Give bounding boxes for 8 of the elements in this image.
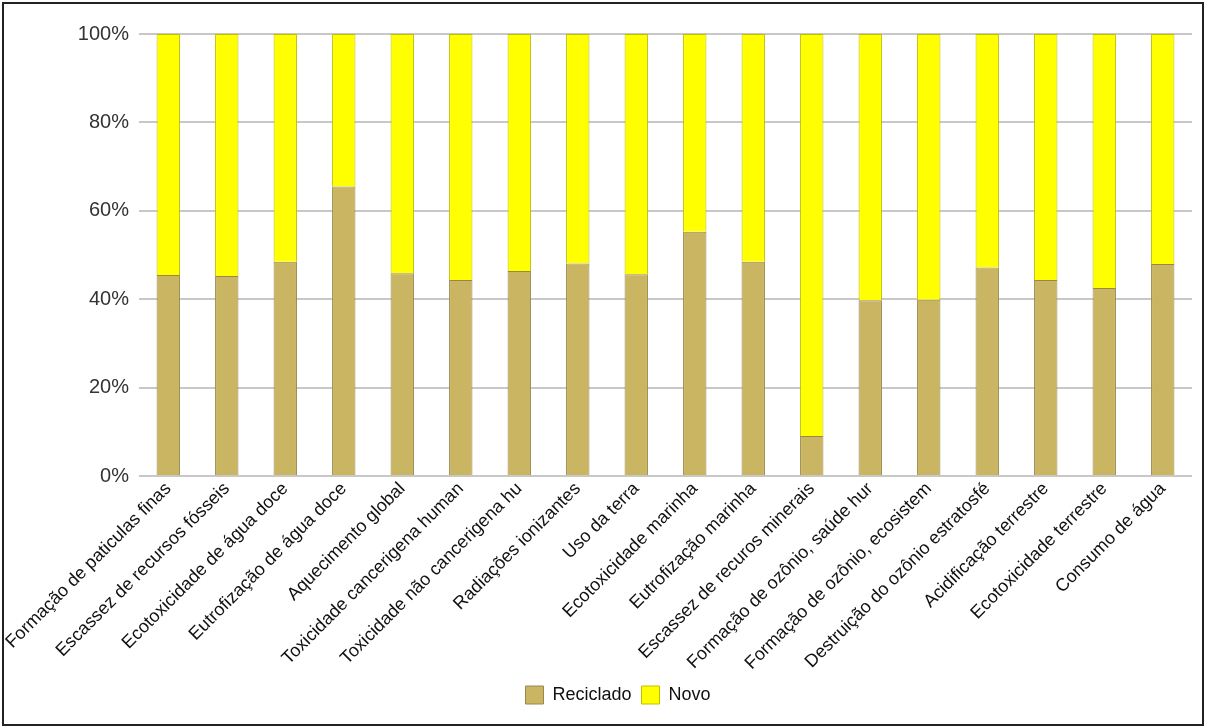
- y-tick-label: 20%: [88, 375, 130, 398]
- legend-label: Novo: [668, 683, 711, 704]
- y-tick-label: 100%: [77, 21, 130, 44]
- y-tick-label: 40%: [88, 286, 130, 309]
- y-tick-label: 0%: [100, 463, 130, 486]
- y-tick-label: 60%: [88, 198, 130, 221]
- y-tick-label: 80%: [88, 109, 130, 132]
- legend-label: Reciclado: [552, 683, 632, 704]
